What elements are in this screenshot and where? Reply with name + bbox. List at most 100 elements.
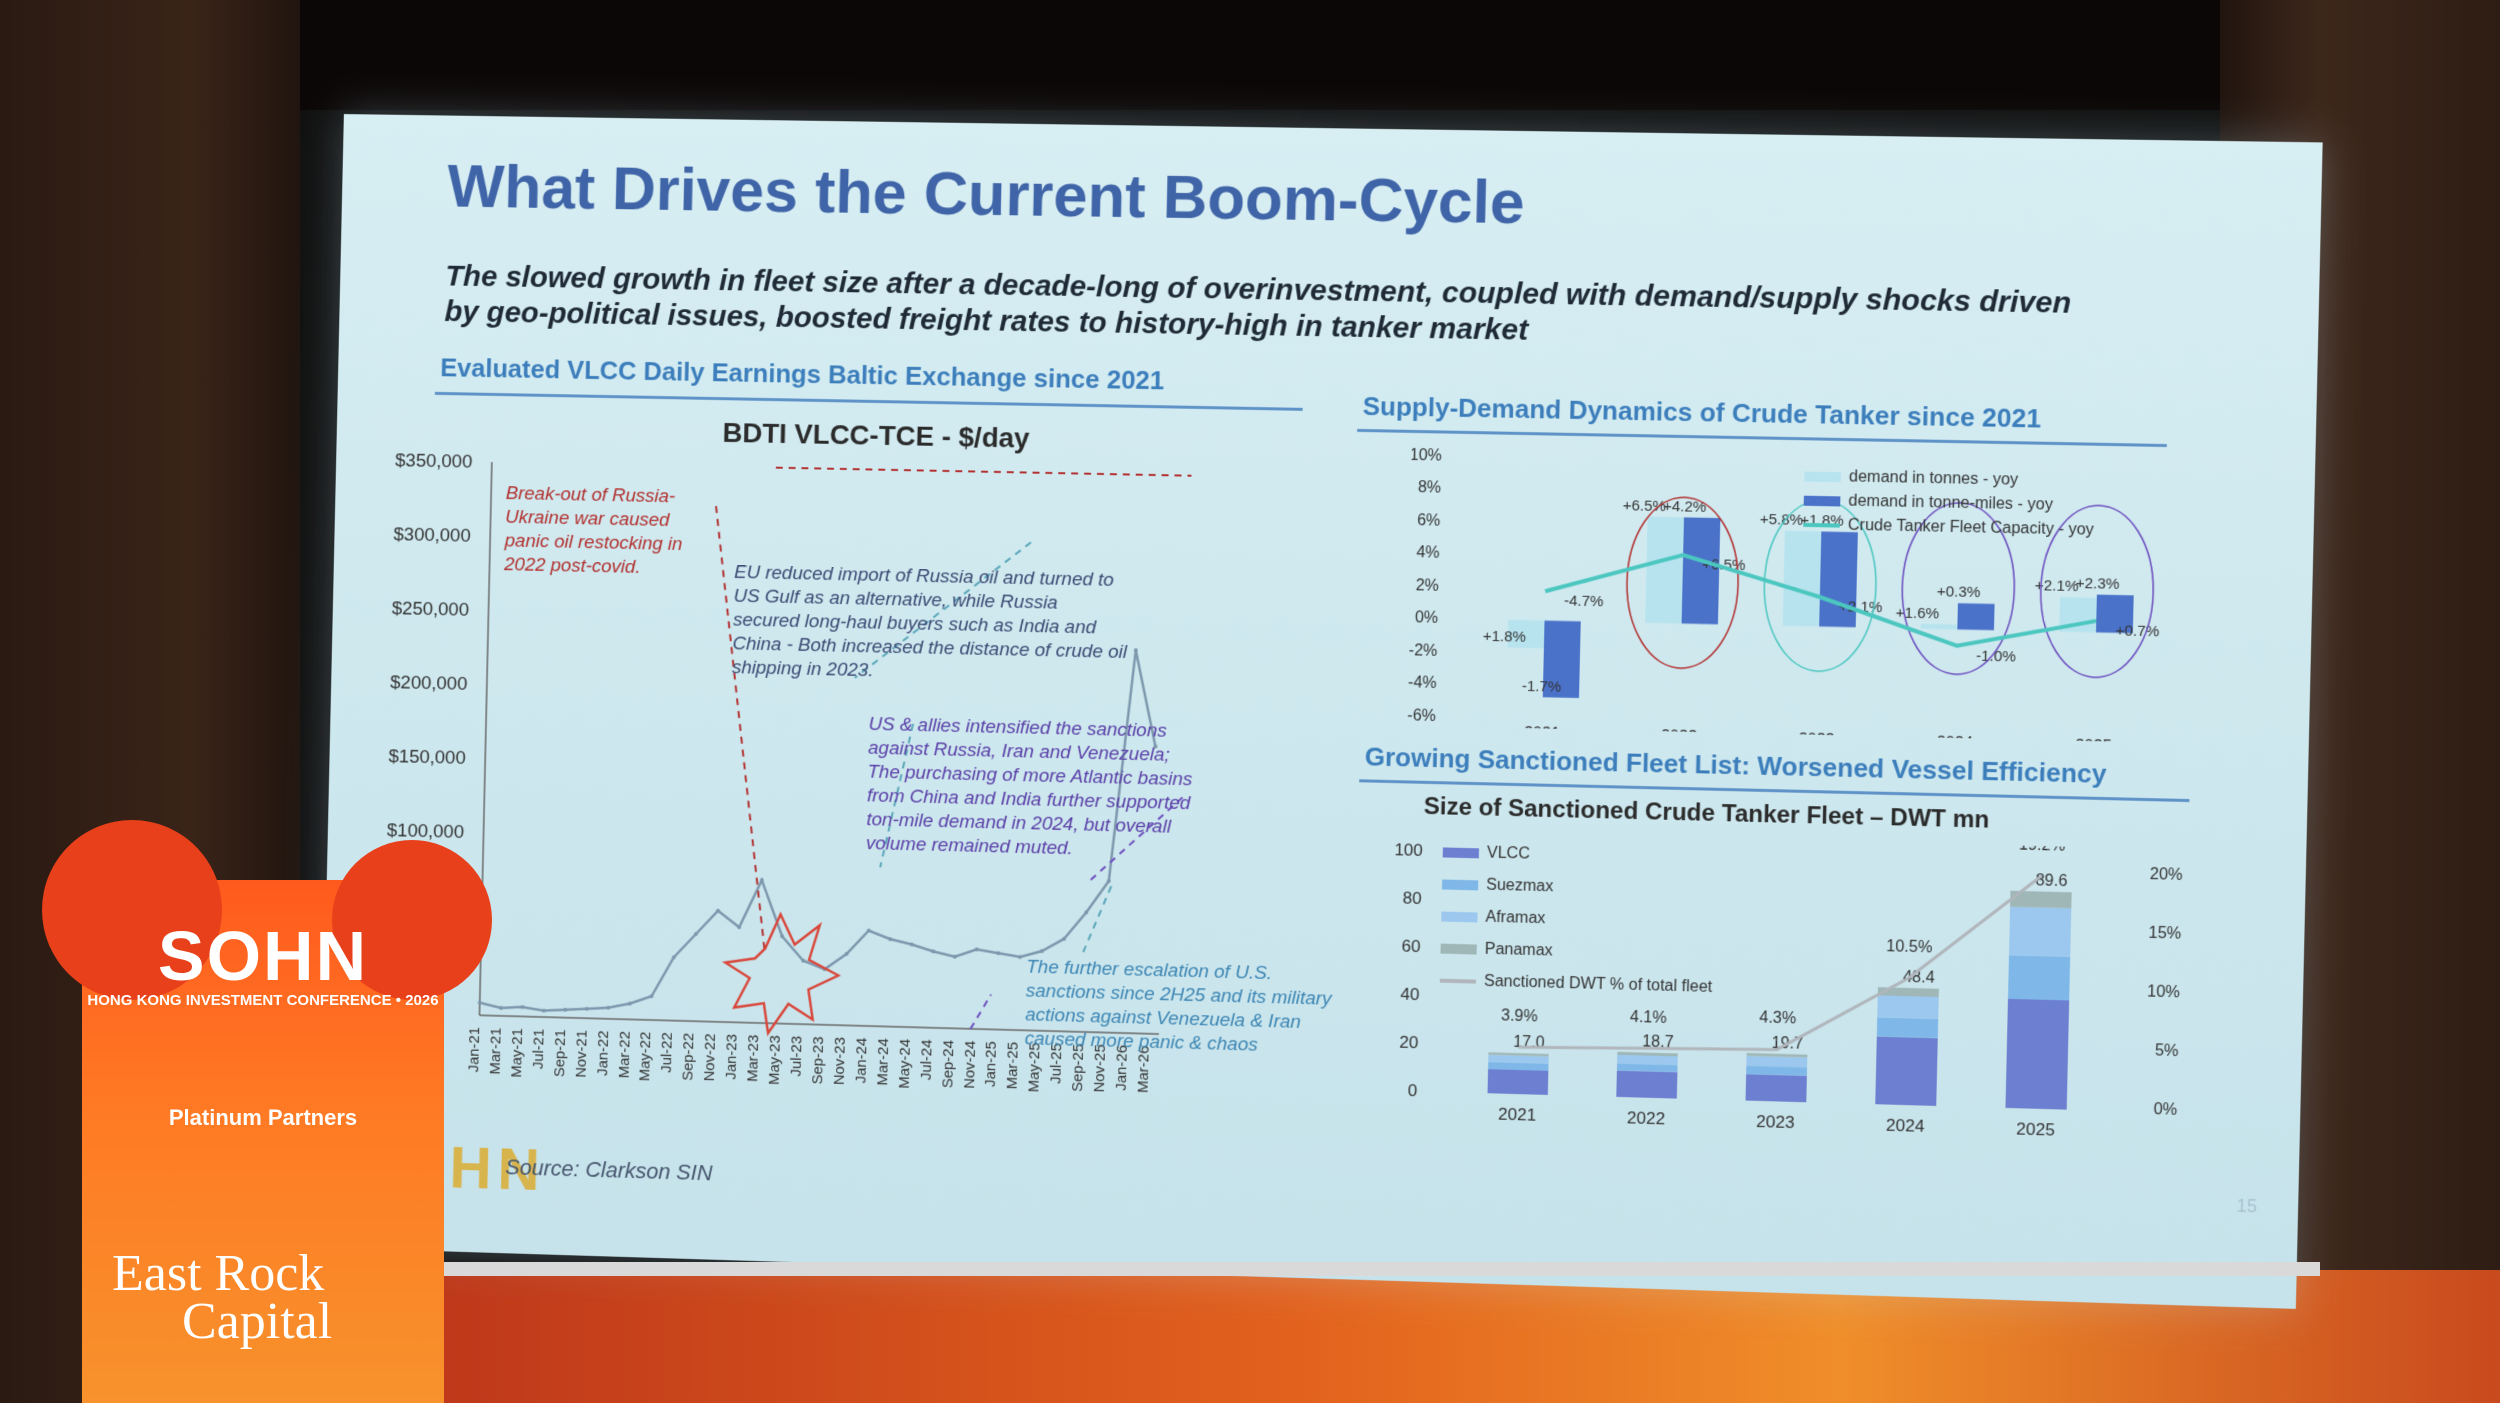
bdti-x-tick-label: Sep-24 [940,1040,957,1089]
sf-y2-tick-label: 10% [2147,983,2180,1001]
bdti-x-tick-label: Jul-22 [659,1032,676,1073]
left-section-heading: Evaluated VLCC Daily Earnings Baltic Exc… [440,352,1165,396]
annotation-sanctions-2024: US & allies intensified the sanctions ag… [866,713,1206,864]
sf-y-tick-label: 100 [1394,840,1423,860]
bdti-x-tick-label: Nov-24 [962,1041,979,1090]
bdti-x-tick-label: Mar-22 [616,1031,633,1078]
sd-data-label: +1.6% [1895,605,1939,622]
screen-bottom-bar [440,1262,2320,1276]
bdti-x-tick-label: Mar-21 [488,1027,505,1074]
sf-pct-label: 4.3% [1759,1010,1796,1028]
bdti-x-tick-label: Jan-21 [468,1027,484,1073]
sf-x-tick-label: 2024 [1886,1116,1925,1136]
banner-partners: Platinum Partners [82,1105,444,1131]
right-top-section-heading: Supply-Demand Dynamics of Crude Tanker s… [1362,391,2041,435]
sf-pct-label: 3.9% [1501,1007,1538,1025]
sf-bar-segment [1877,995,1938,1018]
sf-bar-segment [2005,999,2069,1110]
bdti-x-tick-label: Nov-21 [573,1030,590,1078]
sd-x-tick-label: 2023 [1798,731,1835,744]
sf-x-tick-label: 2021 [1498,1104,1536,1124]
sf-total-label: 17.0 [1513,1034,1545,1052]
bdti-x-tick-label: Jan-23 [724,1034,741,1080]
legend-vlcc: VLCC [1443,843,1530,863]
bdti-x-tick-label: Jul-21 [531,1029,548,1070]
sohn-banner: SOHN HONG KONG INVESTMENT CONFERENCE • 2… [82,880,444,1403]
annotation-russia-war: Break-out of Russia-Ukraine war caused p… [504,482,712,581]
annotation-arrow [1083,882,1112,952]
sf-bar-segment [1746,1074,1807,1102]
sf-bar-segment [1488,1069,1549,1095]
bdti-x-tick-label: Mar-24 [875,1038,892,1086]
sd-bar [1783,531,1822,627]
sf-pct-line [1519,863,2042,1061]
sf-y-tick-label: 80 [1403,888,1422,908]
sd-y-tick-label: 2% [1415,577,1439,595]
sf-bar-segment [2008,955,2070,1000]
sf-y2-tick-label: 0% [2153,1101,2177,1119]
sd-data-label: -1.7% [1522,679,1562,696]
bdti-x-tick-label: Jan-24 [853,1038,870,1084]
bdti-ytick: $300,000 [363,524,471,548]
sd-x-tick-label: 2022 [1661,728,1697,744]
sf-pct-label: 4.1% [1630,1009,1667,1027]
sd-y-tick-label: 6% [1417,512,1441,530]
annotation-eu-import: EU reduced import of Russia oil and turn… [732,561,1130,689]
bdti-x-tick-label: Nov-23 [832,1037,849,1085]
bdti-x-tick-label: Jan-25 [983,1041,1000,1087]
sf-bar-segment [1746,1066,1807,1076]
annotation-escalation-2025: The further escalation of U.S. sanctions… [1024,956,1355,1061]
page-number: 15 [2236,1196,2257,1218]
bdti-x-tick-label: May-23 [767,1035,784,1085]
sd-x-tick-label: 2025 [2075,738,2112,744]
sd-y-tick-label: 4% [1416,545,1440,563]
sanctioned-chart-title: Size of Sanctioned Crude Tanker Fleet – … [1423,793,1989,835]
sf-y2-tick-label: 15% [2148,925,2181,943]
sd-x-tick-label: 2024 [1936,734,1973,744]
bdti-point [563,1008,567,1012]
sf-bar-segment [1616,1070,1677,1098]
sd-data-label: +0.7% [2115,623,2159,640]
sf-y-tick-label: 40 [1400,984,1419,1004]
bdti-ytick: $200,000 [360,672,468,696]
sf-pct-label: 19.2% [2019,836,2066,854]
sd-y-tick-label: 10% [1410,447,1442,465]
slide-title: What Drives the Current Boom-Cycle [447,151,1526,238]
legend-suezmax: Suezmax [1442,875,1554,896]
sd-data-label: +1.8% [1483,629,1526,646]
bdti-x-tick-label: Mar-25 [1005,1042,1022,1090]
explosion-burst [724,913,840,1035]
sd-data-label: +2.3% [2075,576,2119,593]
bdti-ytick: $150,000 [358,746,466,770]
left-section-rule [435,392,1303,411]
banner-subtitle: HONG KONG INVESTMENT CONFERENCE • 2026 [82,992,444,1009]
sf-x-tick-label: 2025 [2016,1119,2055,1139]
sd-bar [1645,517,1684,624]
sd-y-tick-label: 0% [1415,610,1439,628]
sponsor-line-1: East Rock [112,1250,432,1298]
banner-brand: SOHN [82,916,444,996]
sponsor-line-2: Capital [112,1298,432,1346]
projection-screen: What Drives the Current Boom-Cycle The s… [319,114,2323,1309]
slide-subtitle: The slowed growth in fleet size after a … [444,259,2092,359]
bdti-ytick: $350,000 [365,450,473,474]
sf-bar-segment [2009,907,2071,957]
bdti-x-tick-label: Sep-23 [810,1036,827,1084]
bdti-ytick: $250,000 [362,598,470,622]
sf-bar-segment [1617,1055,1678,1065]
bdti-point [585,1007,589,1011]
legend-panamax: Panamax [1440,940,1552,961]
sd-bar [1957,603,1994,630]
bdti-x-tick-label: Nov-22 [702,1033,719,1081]
sd-data-label: +6.5% [1622,498,1666,515]
sd-data-label: +5.8% [1760,512,1804,529]
sf-y-tick-label: 20 [1399,1033,1418,1053]
bdti-x-tick-label: May-22 [638,1032,655,1082]
sd-data-label: +0.3% [1937,584,1981,601]
sf-y2-tick-label: 20% [2150,866,2183,884]
sf-total-label: 89.6 [2035,872,2067,890]
banner-sponsor: East Rock Capital [112,1250,432,1346]
bdti-x-tick-label: Jul-24 [918,1039,935,1080]
sd-y-tick-label: -6% [1407,707,1436,725]
annotation-arrow [776,468,1192,477]
